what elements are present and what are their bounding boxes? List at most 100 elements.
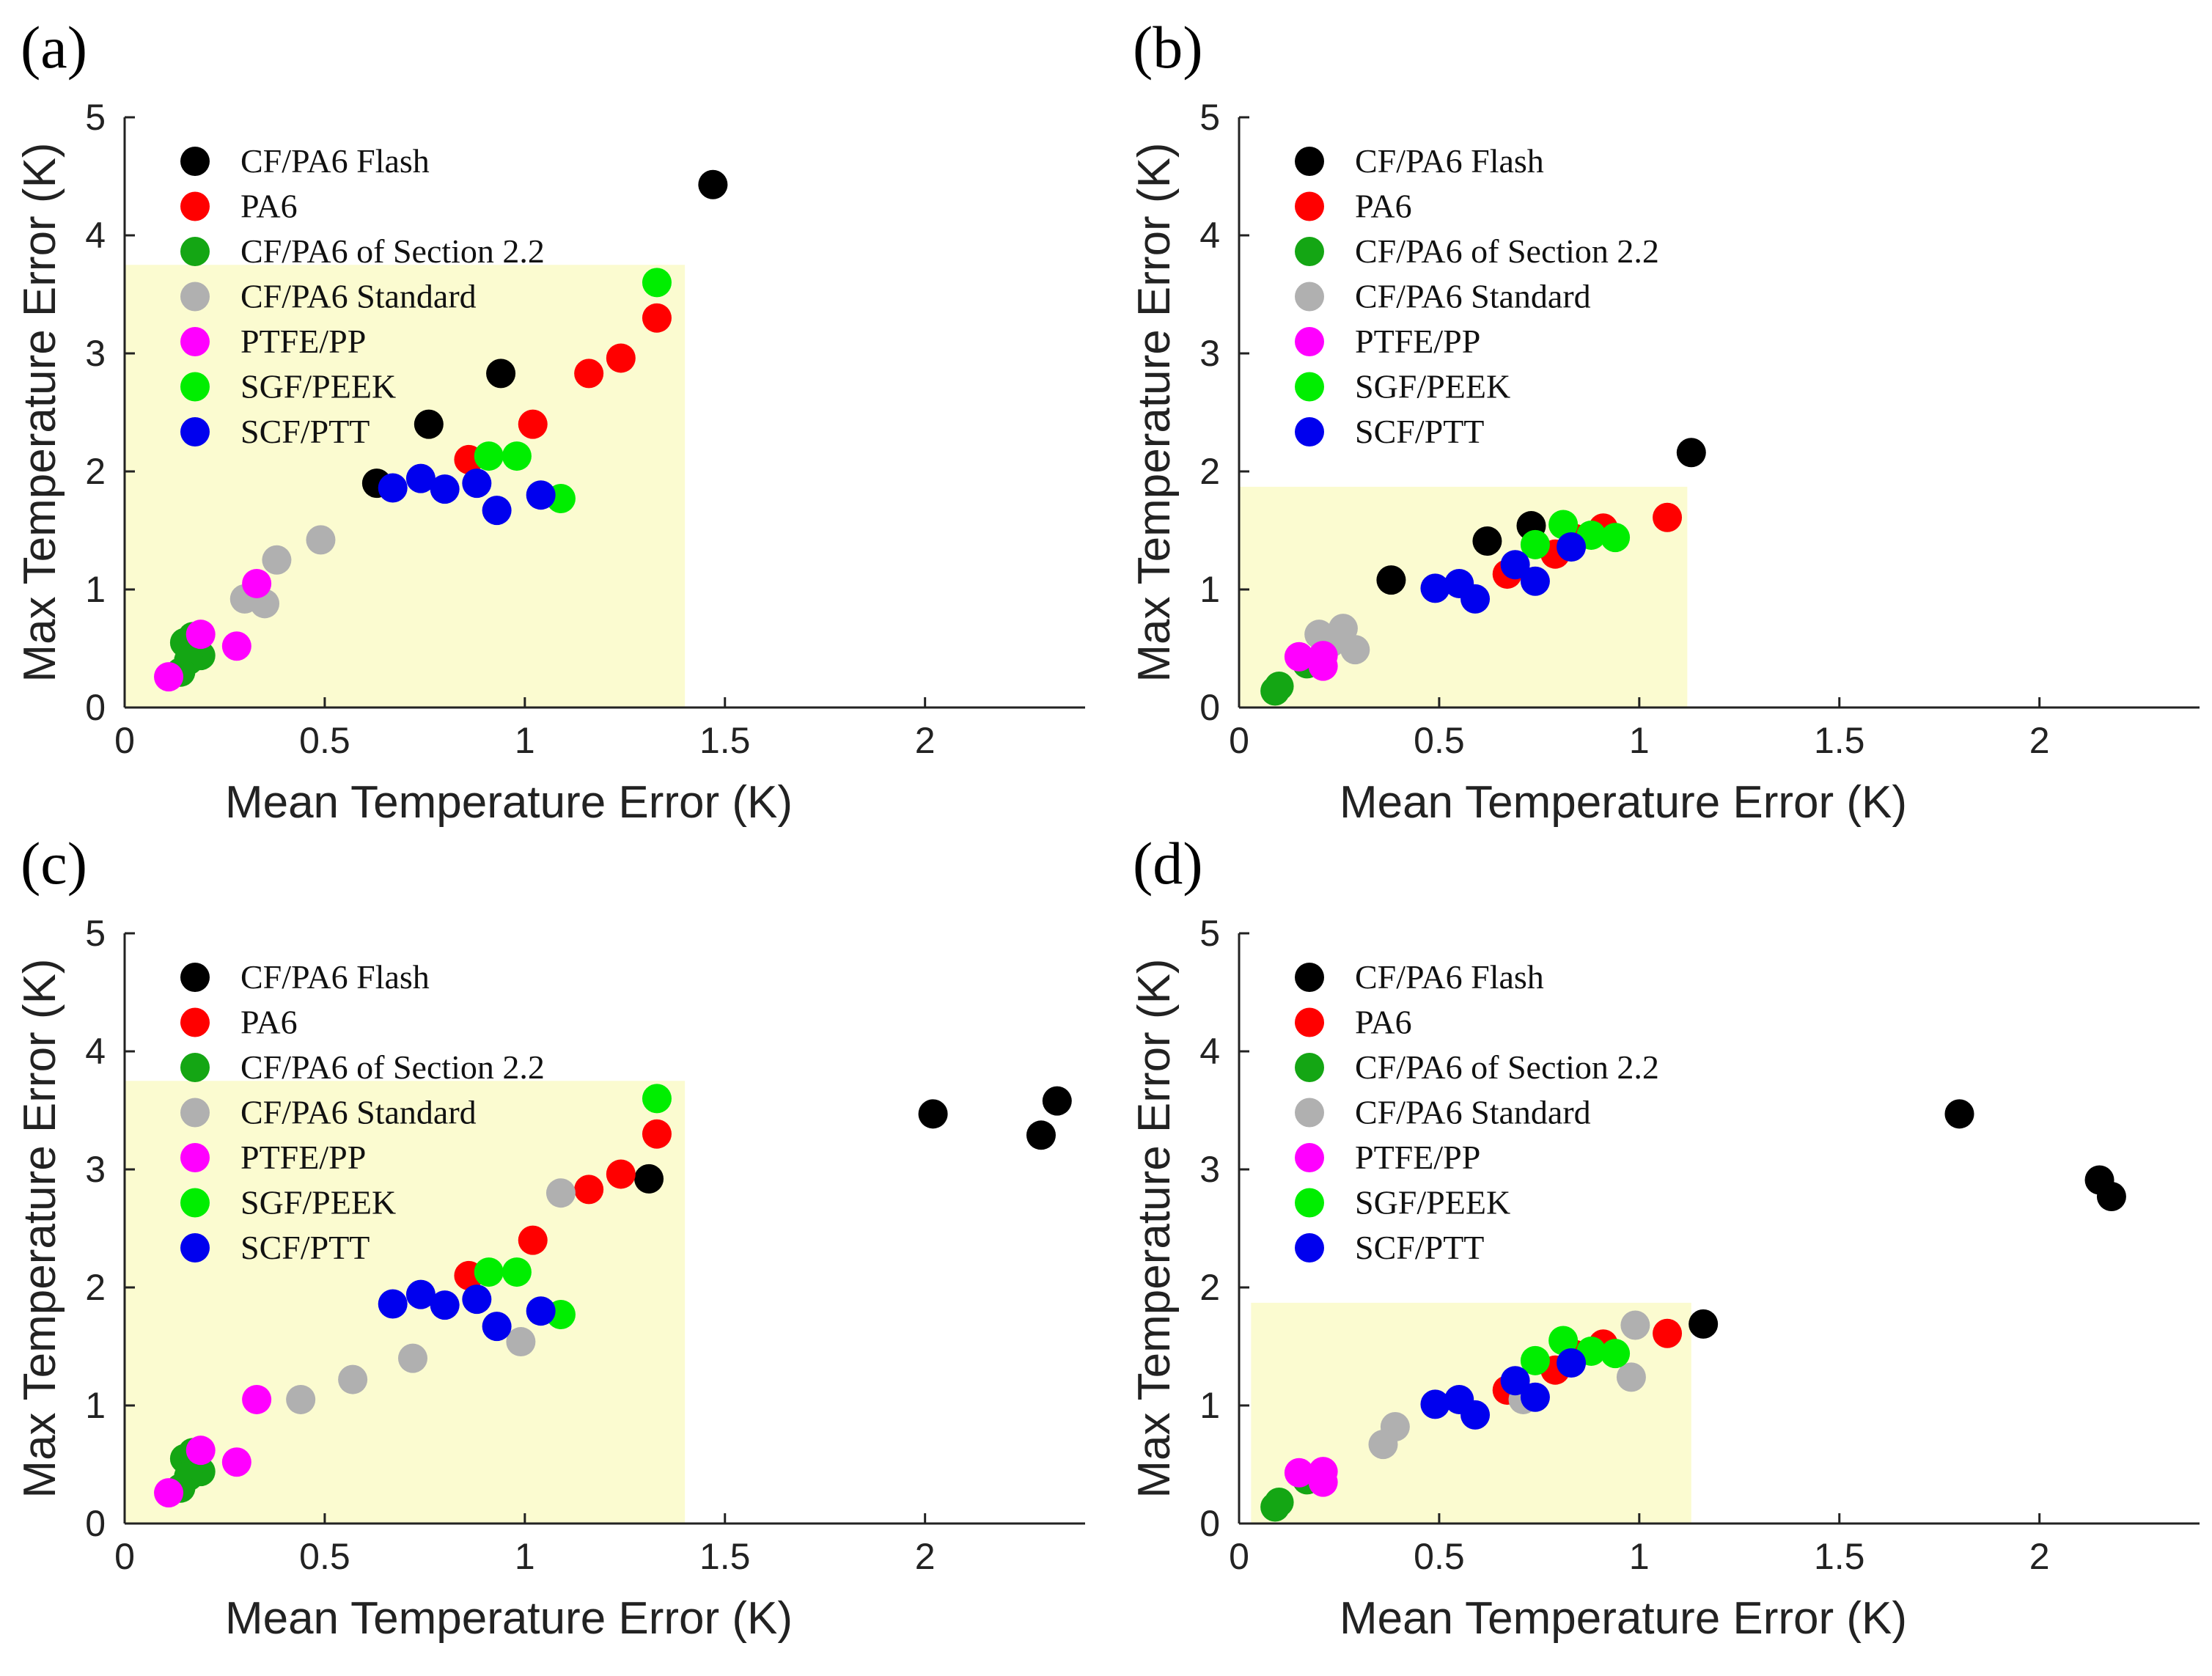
- legend-label: CF/PA6 Standard: [240, 1094, 477, 1131]
- data-point: [1264, 1488, 1294, 1518]
- legend-marker: [1295, 327, 1324, 356]
- y-tick-label: 4: [85, 1031, 106, 1072]
- x-tick-label: 1.5: [699, 1536, 751, 1577]
- data-point: [405, 1279, 436, 1309]
- data-point: [1420, 1389, 1450, 1419]
- x-axis-title: Mean Temperature Error (K): [1340, 777, 1907, 828]
- data-point: [185, 620, 216, 650]
- y-tick-label: 5: [1199, 97, 1220, 138]
- series-cf-pa6-flash: [1689, 1099, 2126, 1339]
- x-tick-label: 0.5: [1414, 1536, 1465, 1577]
- data-point: [242, 568, 272, 598]
- legend-label: SGF/PEEK: [240, 1184, 396, 1221]
- data-point: [606, 343, 636, 373]
- x-tick-label: 0.5: [299, 720, 350, 761]
- data-point: [482, 1312, 512, 1342]
- legend-label: PTFE/PP: [1355, 323, 1480, 360]
- legend-label: CF/PA6 of Section 2.2: [1355, 1048, 1659, 1086]
- legend-marker: [1295, 282, 1324, 312]
- data-point: [378, 1289, 408, 1319]
- legend: CF/PA6 Flash PA6 CF/PA6 of Section 2.2 CF/P…: [180, 958, 545, 1266]
- data-point: [1460, 584, 1491, 614]
- legend-marker: [180, 1188, 210, 1218]
- legend-label: CF/PA6 Flash: [1355, 142, 1544, 180]
- legend-label: CF/PA6 Flash: [240, 958, 430, 996]
- x-tick-label: 1.5: [699, 720, 751, 761]
- y-tick-label: 3: [1199, 1149, 1220, 1190]
- data-point: [1042, 1086, 1072, 1116]
- data-point: [306, 525, 336, 555]
- x-tick-label: 2: [2029, 720, 2050, 761]
- legend-marker: [180, 191, 210, 221]
- legend-marker: [180, 1233, 210, 1262]
- series-cf-pa6-flash: [634, 1086, 1072, 1194]
- x-tick-label: 2: [915, 1536, 936, 1577]
- legend-marker: [180, 327, 210, 356]
- y-tick-label: 0: [1199, 1503, 1220, 1544]
- legend-label: CF/PA6 Standard: [240, 278, 477, 315]
- panel-d: (d) 0 0.5 1 1.5 2 0 1 2 3 4 5 Mean Temperature Error…: [1129, 830, 2200, 1644]
- legend-label: PTFE/PP: [1355, 1139, 1480, 1176]
- data-point: [1557, 532, 1587, 562]
- legend-label: SGF/PEEK: [1355, 1184, 1510, 1221]
- y-tick-label: 3: [85, 1149, 106, 1190]
- panel-a: (a) 0 0.5 1 1.5 2 0 1 2 3 4 5 Mean Temperature Error…: [15, 14, 1085, 828]
- data-point: [405, 463, 436, 493]
- data-point: [606, 1159, 636, 1189]
- series-scf-ptt: [378, 1279, 556, 1342]
- x-tick-label: 0: [1229, 720, 1249, 761]
- legend-marker: [1295, 1233, 1324, 1262]
- data-point: [1520, 1345, 1550, 1375]
- data-point: [526, 1296, 556, 1326]
- y-axis-title: Max Temperature Error (K): [15, 142, 65, 682]
- y-tick-label: 5: [85, 97, 106, 138]
- x-tick-label: 2: [2029, 1536, 2050, 1577]
- y-tick-label: 0: [85, 687, 106, 728]
- x-tick-label: 0.5: [299, 1536, 350, 1577]
- data-point: [462, 468, 492, 499]
- data-point: [1616, 1362, 1646, 1392]
- data-point: [1026, 1120, 1056, 1150]
- data-point: [918, 1099, 948, 1129]
- data-point: [574, 359, 604, 389]
- data-point: [378, 473, 408, 503]
- legend-label: PA6: [1355, 1004, 1412, 1041]
- data-point: [1548, 510, 1579, 540]
- legend-marker: [1295, 417, 1324, 446]
- legend-marker: [1295, 963, 1324, 992]
- data-point: [642, 303, 672, 333]
- data-point: [1284, 642, 1314, 672]
- y-tick-label: 5: [1199, 913, 1220, 954]
- y-tick-label: 3: [1199, 333, 1220, 374]
- legend-label: CF/PA6 of Section 2.2: [240, 232, 545, 270]
- legend: CF/PA6 Flash PA6 CF/PA6 of Section 2.2 CF/P…: [1295, 142, 1659, 450]
- data-point: [474, 1257, 504, 1287]
- legend-label: PA6: [240, 188, 298, 225]
- x-tick-label: 2: [915, 720, 936, 761]
- data-point: [221, 1447, 251, 1477]
- x-axis-title: Mean Temperature Error (K): [225, 1593, 793, 1644]
- x-tick-label: 0: [1229, 1536, 1249, 1577]
- data-point: [698, 169, 728, 199]
- y-tick-label: 1: [85, 1385, 106, 1426]
- y-tick-label: 1: [1199, 1385, 1220, 1426]
- y-tick-label: 1: [1199, 569, 1220, 610]
- legend-label: SCF/PTT: [240, 413, 370, 450]
- data-point: [262, 545, 292, 575]
- legend-label: SCF/PTT: [240, 1229, 370, 1266]
- series-scf-ptt: [1420, 532, 1587, 614]
- series-sgf-peek: [474, 1084, 672, 1330]
- data-point: [1500, 550, 1530, 580]
- data-point: [1520, 529, 1550, 559]
- panel-letter: (c): [21, 830, 87, 897]
- legend-marker: [1295, 191, 1324, 221]
- data-point: [1689, 1309, 1719, 1339]
- legend-marker: [180, 147, 210, 176]
- y-tick-label: 4: [1199, 215, 1220, 256]
- data-point: [462, 1284, 492, 1315]
- data-point: [634, 1164, 664, 1194]
- data-point: [545, 1178, 576, 1208]
- data-point: [430, 1290, 460, 1320]
- data-point: [1460, 1400, 1491, 1430]
- series-cf-pa6-standard: [1304, 614, 1370, 665]
